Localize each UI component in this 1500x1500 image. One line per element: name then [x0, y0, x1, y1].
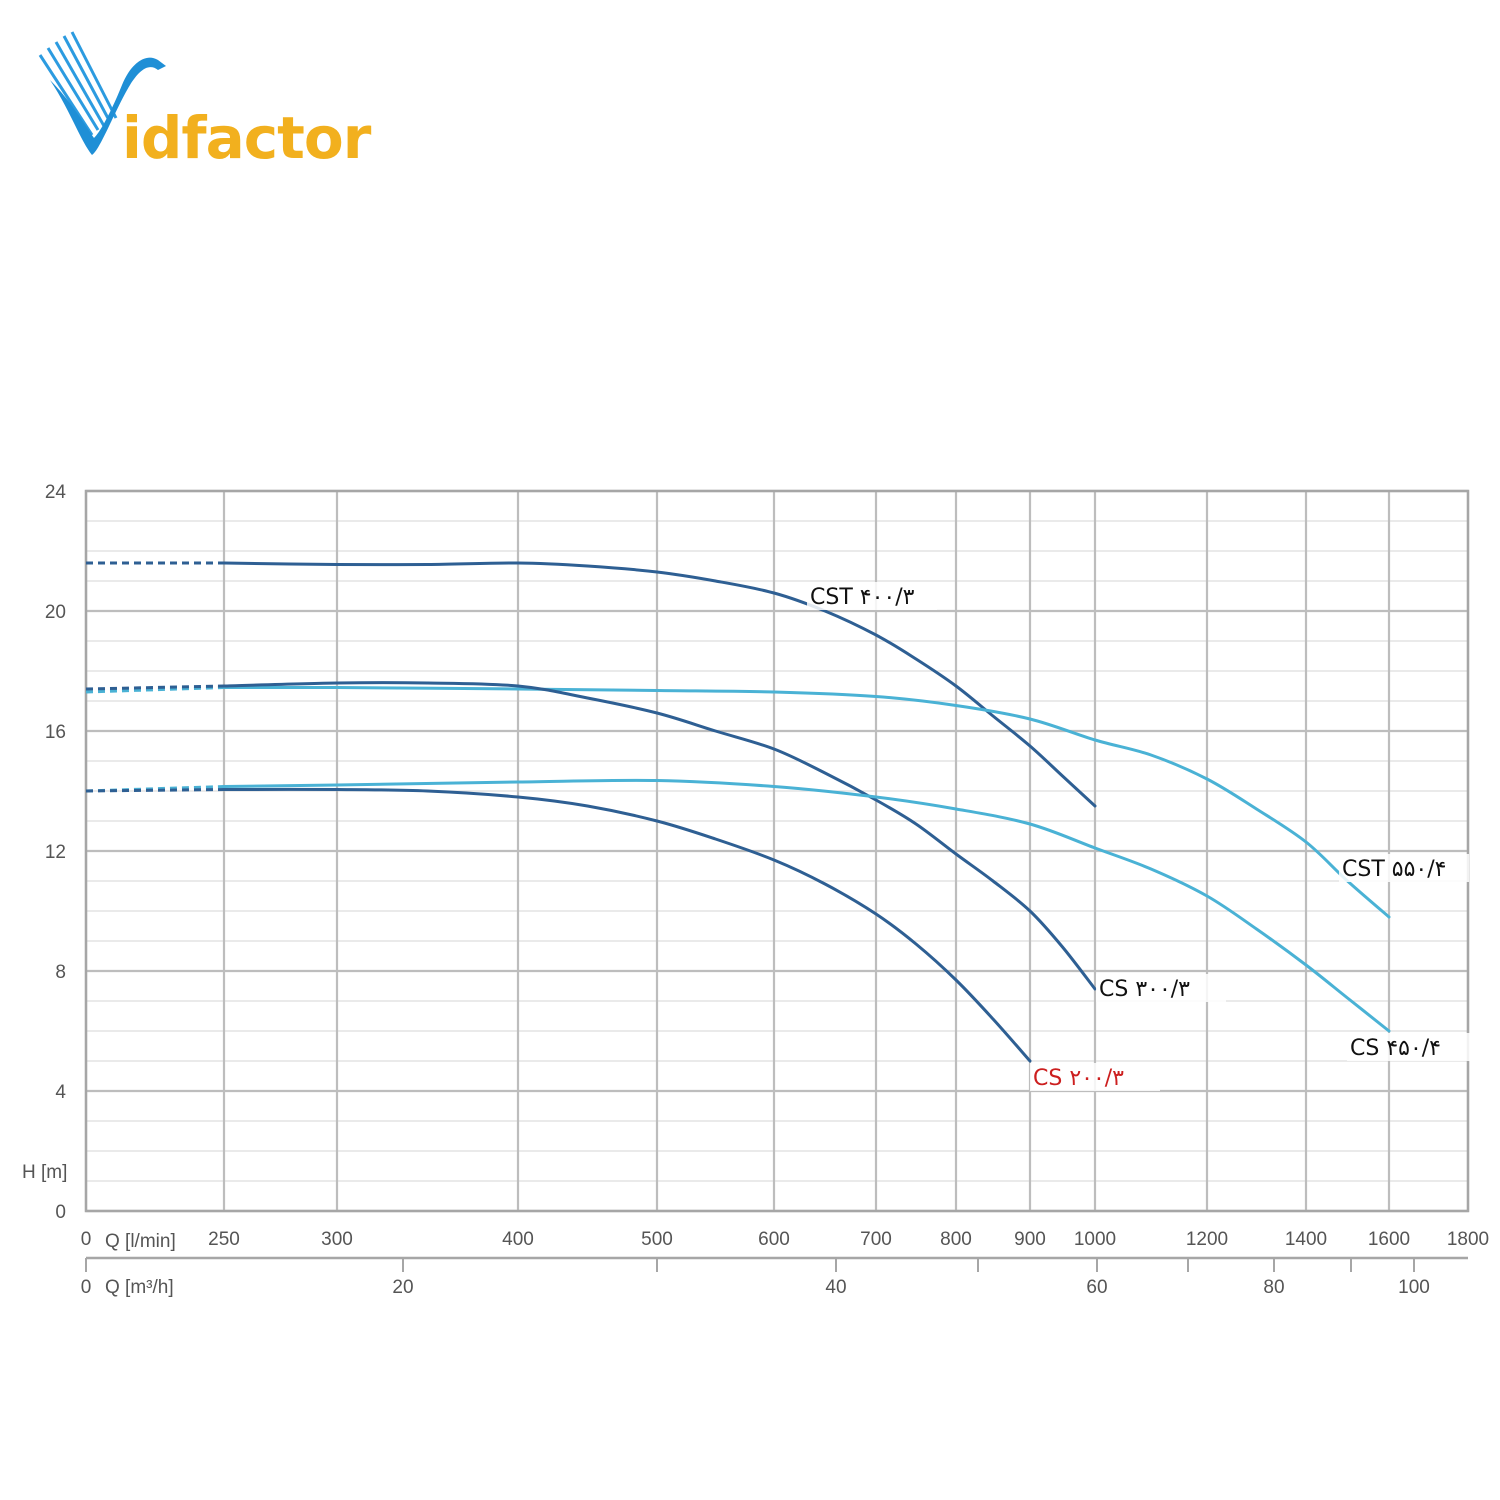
x-tick-label-m3h: 80	[1263, 1277, 1284, 1298]
series-label-bg	[1030, 1063, 1160, 1091]
x-tick-label-lmin: 300	[321, 1229, 353, 1250]
y-tick-label: 0	[55, 1202, 66, 1223]
x-tick-label-lmin: 700	[860, 1229, 892, 1250]
x-axis-label-m3h: Q [m³/h]	[105, 1277, 174, 1298]
chart-grid	[84, 489, 1470, 1213]
x-tick-label-lmin: 1800	[1447, 1229, 1489, 1250]
series-label-2: CS ۳۰۰/۳	[1099, 977, 1190, 1002]
x-tick-label-lmin: 0	[81, 1229, 92, 1250]
y-tick-label: 8	[55, 962, 66, 983]
series-label-bg	[1347, 1033, 1477, 1061]
series-dashed-segment	[85, 684, 225, 691]
x-tick-label-m3h: 60	[1086, 1277, 1107, 1298]
x-tick-label-lmin: 400	[502, 1229, 534, 1250]
y-axis-label: H [m]	[22, 1162, 67, 1183]
y-tick-label: 16	[45, 722, 66, 743]
series-line-4	[222, 787, 1032, 1063]
vidfactor-logo: idfactor	[38, 31, 373, 172]
x-tick-label-lmin: 1200	[1186, 1229, 1228, 1250]
x-tick-label-m3h: 20	[392, 1277, 413, 1298]
y-tick-label: 20	[45, 602, 66, 623]
series-line-1	[222, 685, 1391, 919]
x-tick-label-m3h: 40	[825, 1277, 846, 1298]
series-label-1: CST ۵۵۰/۴	[1342, 857, 1446, 882]
x-tick-label-lmin: 900	[1014, 1229, 1046, 1250]
bird-wing-icon	[38, 31, 166, 155]
series-label-bg	[807, 582, 937, 610]
x-tick-label-lmin: 1000	[1074, 1229, 1116, 1250]
y-tick-label: 4	[55, 1082, 66, 1103]
chart-labels: CST ۴۰۰/۳ CST ۵۵۰/۴ CS ۳۰۰/۳ CS ۴۵۰/۴ CS ۲۰۰…	[807, 582, 1477, 1091]
x-tick-label-lmin: 800	[940, 1229, 972, 1250]
series-line-3	[222, 778, 1391, 1033]
y-tick-label: 12	[45, 842, 66, 863]
chart-series	[85, 561, 1391, 1063]
x-tick-label-lmin: 250	[208, 1229, 240, 1250]
series-dashed-segment	[85, 686, 225, 694]
x-tick-label-lmin: 1400	[1285, 1229, 1327, 1250]
series-line-0	[222, 561, 1097, 808]
x-tick-label-lmin: 600	[758, 1229, 790, 1250]
series-dashed-segment	[85, 785, 225, 793]
y-tick-label: 24	[45, 482, 67, 503]
x-tick-label-lmin: 1600	[1368, 1229, 1410, 1250]
x-axis-label-lmin: Q [l/min]	[105, 1231, 176, 1252]
x-tick-label-m3h: 0	[81, 1277, 92, 1298]
series-line-2	[222, 681, 1097, 991]
plot-border	[84, 489, 1470, 1213]
series-label-4: CS ۲۰۰/۳	[1033, 1066, 1124, 1091]
x-tick-label-lmin: 500	[641, 1229, 673, 1250]
series-label-0: CST ۴۰۰/۳	[810, 585, 915, 610]
series-label-3: CS ۴۵۰/۴	[1350, 1036, 1441, 1061]
series-label-bg	[1096, 974, 1226, 1002]
logo-text: idfactor	[122, 104, 372, 172]
x-tick-label-m3h: 100	[1398, 1277, 1430, 1298]
series-label-bg	[1339, 854, 1469, 882]
